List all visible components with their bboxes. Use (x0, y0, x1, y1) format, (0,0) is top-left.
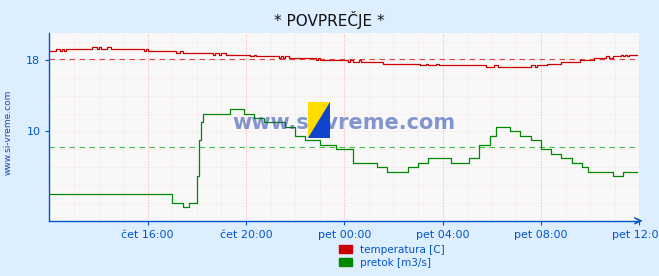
Text: www.si-vreme.com: www.si-vreme.com (3, 90, 13, 175)
Legend: temperatura [C], pretok [m3/s]: temperatura [C], pretok [m3/s] (336, 242, 448, 271)
Text: www.si-vreme.com: www.si-vreme.com (233, 113, 456, 133)
Polygon shape (308, 102, 330, 138)
Polygon shape (308, 102, 330, 138)
Text: * POVPREČJE *: * POVPREČJE * (274, 11, 385, 29)
